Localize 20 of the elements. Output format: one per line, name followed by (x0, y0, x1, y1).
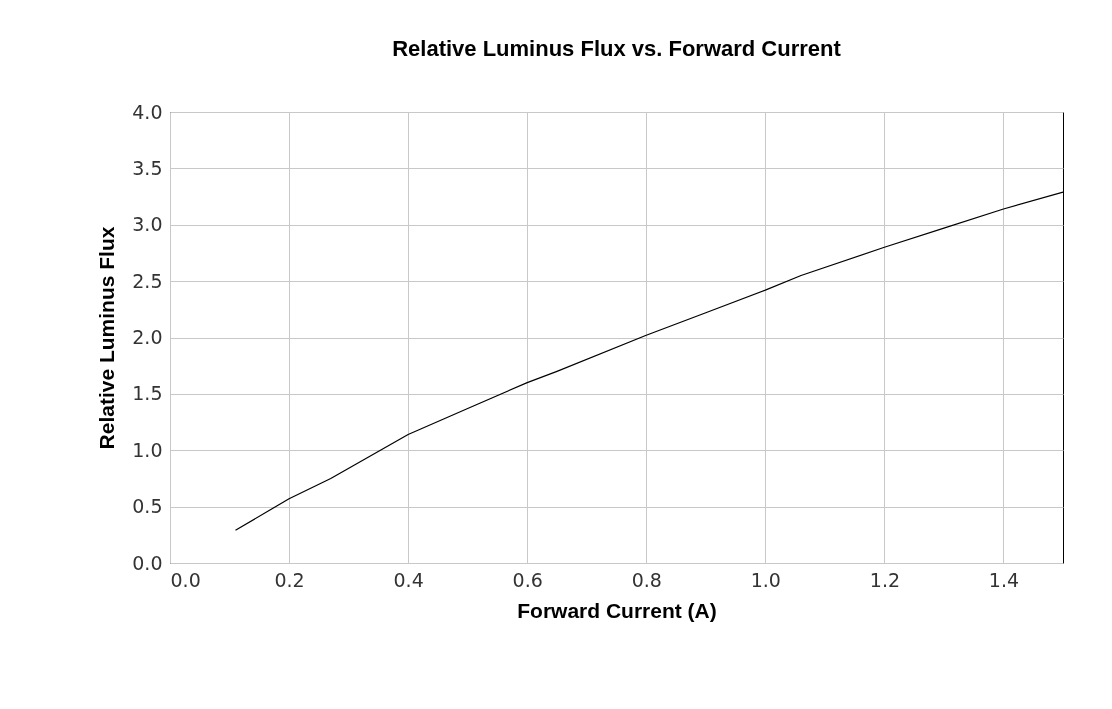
x-tick-label: 0.8 (631, 568, 662, 591)
x-tick-label: 0.6 (512, 568, 543, 591)
x-tick-label: 1.2 (869, 568, 901, 591)
x-axis-title: Forward Current (A) (517, 598, 717, 622)
y-tick-label: 1.0 (132, 438, 163, 461)
y-tick-label: 0.0 (132, 551, 163, 574)
y-tick-label: 0.5 (132, 495, 163, 518)
x-tick-label: 0.4 (393, 568, 424, 591)
x-tick-label: 1.0 (750, 568, 781, 591)
y-tick-label: 1.5 (132, 382, 163, 405)
y-tick-label: 2.0 (132, 326, 163, 348)
y-tick-label: 3.5 (132, 156, 163, 179)
x-tick-label: 0.2 (274, 568, 305, 591)
y-tick-label: 3.0 (132, 213, 163, 236)
y-tick-label: 4.0 (132, 100, 163, 123)
x-tick-label: 0.0 (170, 568, 201, 591)
chart-title: Relative Luminus Flux vs. Forward Current (392, 36, 842, 61)
y-axis-title: Relative Luminus Flux (95, 226, 119, 450)
x-tick-label: 1.4 (988, 568, 1020, 591)
y-tick-label: 2.5 (132, 269, 163, 292)
